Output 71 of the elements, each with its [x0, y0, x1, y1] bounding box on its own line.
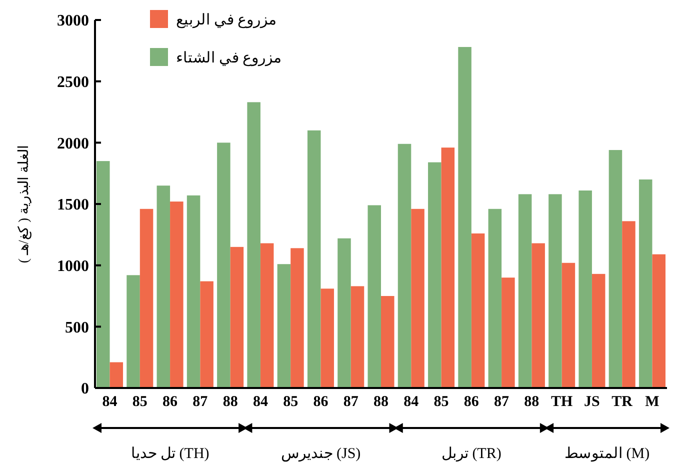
bar: [518, 194, 532, 388]
x-tick-label: 88: [374, 394, 388, 410]
bar: [502, 278, 515, 388]
x-tick-label: 86: [313, 394, 329, 410]
x-tick-label: 85: [434, 394, 449, 410]
bar: [350, 286, 364, 388]
bar: [110, 362, 124, 388]
bar: [307, 130, 321, 388]
bar: [652, 254, 666, 388]
bar: [638, 179, 652, 388]
bar: [548, 194, 562, 388]
bar: [96, 161, 110, 388]
text: تل حديا (TH): [130, 446, 210, 462]
bar: [381, 296, 394, 388]
bar: [320, 288, 334, 388]
text: جنديرس (JS): [280, 446, 361, 462]
x-tick-label: M: [645, 394, 660, 410]
y-tick-label: 0: [81, 380, 89, 398]
legend-label: مزروع في الشتاء: [176, 50, 282, 66]
bar: [562, 262, 576, 388]
x-tick-label: 88: [222, 394, 238, 410]
text: المتوسط (M): [564, 446, 650, 462]
x-tick-label: 84: [102, 394, 118, 410]
bar: [230, 246, 244, 388]
bar: [471, 233, 485, 388]
x-tick-label: 86: [162, 394, 178, 410]
x-tick-label: 85: [283, 394, 298, 410]
x-tick-label: 84: [252, 394, 268, 410]
x-tick-label: TR: [612, 394, 633, 410]
bar: [247, 102, 260, 388]
y-axis-title: الغلة البذرية ( كغ/هـ ): [17, 144, 32, 264]
bar: [532, 243, 545, 388]
text: تربل (TR): [441, 446, 502, 462]
bar: [277, 264, 291, 388]
bar: [140, 208, 154, 388]
x-tick-label: JS: [584, 394, 600, 410]
bar: [458, 46, 472, 388]
bar: [592, 274, 606, 388]
bar: [217, 142, 230, 388]
bar: [411, 208, 424, 388]
x-tick-label: 87: [192, 394, 208, 410]
x-tick-label: 87: [494, 394, 510, 410]
bar: [200, 281, 214, 388]
x-tick-label: TH: [550, 394, 573, 410]
x-tick-label: 88: [524, 394, 540, 410]
x-tick-label: 86: [464, 394, 480, 410]
bar: [622, 221, 636, 388]
y-tick-label: 1000: [57, 258, 89, 275]
bar: [441, 148, 455, 388]
bar: [126, 275, 140, 388]
bar: [156, 186, 170, 388]
y-tick-label: 2000: [57, 135, 89, 152]
y-tick-label: 1500: [57, 196, 89, 214]
y-tick-label: 500: [65, 319, 89, 336]
bar: [428, 162, 442, 388]
legend-label: مزروع في الربيع: [176, 12, 276, 28]
bar: [578, 190, 592, 388]
bar: [260, 243, 274, 388]
bar: [488, 208, 502, 388]
x-tick-label: 84: [404, 394, 420, 410]
x-tick-label: 87: [343, 394, 359, 410]
bar: [170, 202, 184, 388]
bar: [186, 195, 200, 388]
x-tick-label: 85: [132, 394, 148, 410]
bar: [338, 238, 351, 388]
y-tick-label: 2500: [57, 74, 89, 91]
bar: [398, 144, 412, 388]
y-tick-label: 3000: [57, 12, 89, 30]
bar: [290, 248, 304, 388]
bar: [608, 150, 622, 388]
bar: [368, 205, 381, 388]
